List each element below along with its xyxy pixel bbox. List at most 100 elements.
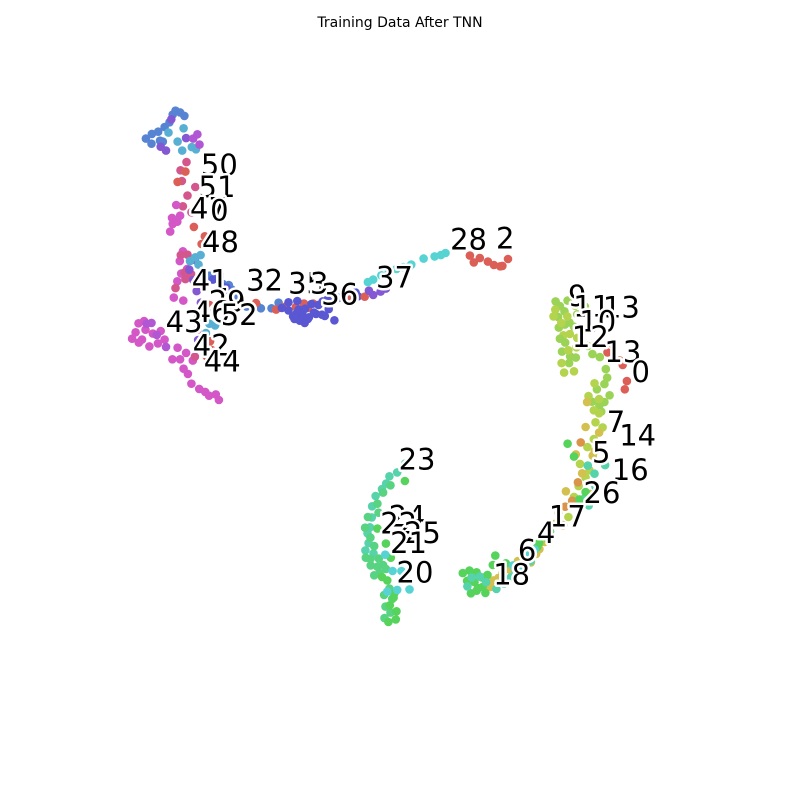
data-point	[550, 519, 559, 529]
data-point	[559, 368, 569, 377]
data-point	[545, 527, 555, 536]
data-point	[153, 127, 163, 136]
data-point	[583, 461, 593, 470]
data-point	[561, 487, 571, 496]
cluster-label: 51	[199, 170, 236, 204]
data-point	[542, 533, 552, 543]
cluster-label: 25	[404, 516, 441, 550]
data-point	[350, 293, 359, 303]
cluster-label: 3	[310, 266, 328, 300]
data-point	[364, 286, 374, 296]
data-point	[373, 524, 382, 533]
data-point	[400, 476, 410, 486]
data-point	[572, 343, 581, 352]
data-point	[188, 275, 198, 285]
data-point	[160, 335, 169, 344]
cluster-label: 29	[209, 285, 246, 319]
data-point	[191, 307, 200, 317]
data-point	[401, 459, 410, 468]
cluster-label: 6	[518, 533, 536, 567]
data-point	[392, 468, 402, 477]
data-point	[499, 579, 509, 588]
data-point	[293, 296, 302, 306]
data-point	[581, 487, 590, 497]
cluster-label: 21	[390, 526, 427, 560]
data-point	[384, 617, 393, 627]
data-point	[517, 563, 526, 572]
cluster-label: 11	[573, 289, 610, 323]
data-point	[458, 568, 468, 578]
data-point	[588, 451, 597, 461]
data-point	[294, 305, 304, 314]
data-point	[183, 369, 193, 379]
data-point	[501, 559, 511, 568]
data-point	[620, 385, 630, 394]
data-point	[591, 482, 600, 491]
data-point	[195, 273, 205, 283]
data-point	[373, 562, 382, 571]
data-point	[441, 248, 450, 258]
data-point	[200, 232, 210, 241]
data-point	[202, 352, 211, 361]
data-point	[564, 346, 573, 355]
data-point	[488, 560, 498, 570]
data-point	[181, 274, 190, 284]
data-point	[141, 134, 151, 143]
data-point	[503, 254, 513, 264]
data-point	[590, 469, 599, 479]
data-point	[481, 588, 490, 598]
data-point	[179, 124, 188, 133]
cluster-label: 2	[496, 222, 514, 256]
cluster-label: 52	[221, 298, 258, 332]
data-point	[210, 321, 220, 330]
data-point	[560, 338, 570, 347]
cluster-label: 41	[192, 264, 229, 298]
data-point	[383, 576, 392, 585]
data-point	[405, 585, 414, 594]
data-point	[182, 157, 191, 167]
data-point	[594, 394, 604, 404]
data-point	[593, 440, 603, 450]
cluster-label: 20	[397, 556, 434, 590]
data-point	[560, 502, 570, 512]
data-point	[491, 551, 500, 560]
data-point	[392, 585, 402, 595]
data-point	[242, 302, 251, 311]
cluster-label: 48	[202, 225, 239, 259]
data-point	[385, 472, 394, 481]
data-point	[383, 587, 392, 596]
data-point	[601, 364, 611, 374]
data-point	[389, 593, 398, 602]
cluster-label: 50	[201, 148, 238, 182]
data-point	[384, 268, 394, 277]
data-point	[277, 303, 287, 313]
data-point	[208, 275, 218, 284]
data-point	[467, 573, 476, 582]
data-point	[398, 262, 408, 272]
data-point	[569, 367, 579, 376]
data-point	[175, 355, 185, 364]
data-point	[366, 561, 376, 570]
cluster-label: 37	[376, 261, 413, 295]
cluster-label: 18	[493, 557, 530, 591]
data-point	[565, 329, 575, 339]
data-point	[563, 296, 572, 305]
data-point	[381, 539, 391, 548]
data-point	[549, 312, 558, 321]
data-point	[378, 488, 388, 497]
data-point	[603, 348, 612, 357]
data-point	[369, 541, 379, 551]
data-point	[165, 227, 175, 236]
data-point	[569, 322, 579, 332]
data-point	[472, 586, 481, 595]
data-point	[381, 284, 391, 293]
cluster-label: 10	[579, 304, 616, 338]
data-point	[508, 561, 518, 570]
data-point	[183, 191, 192, 200]
data-point	[171, 106, 180, 115]
cluster-label: 0	[210, 193, 228, 227]
data-point	[205, 337, 215, 346]
data-point	[391, 615, 401, 624]
data-point	[374, 508, 383, 517]
data-point	[320, 311, 330, 321]
